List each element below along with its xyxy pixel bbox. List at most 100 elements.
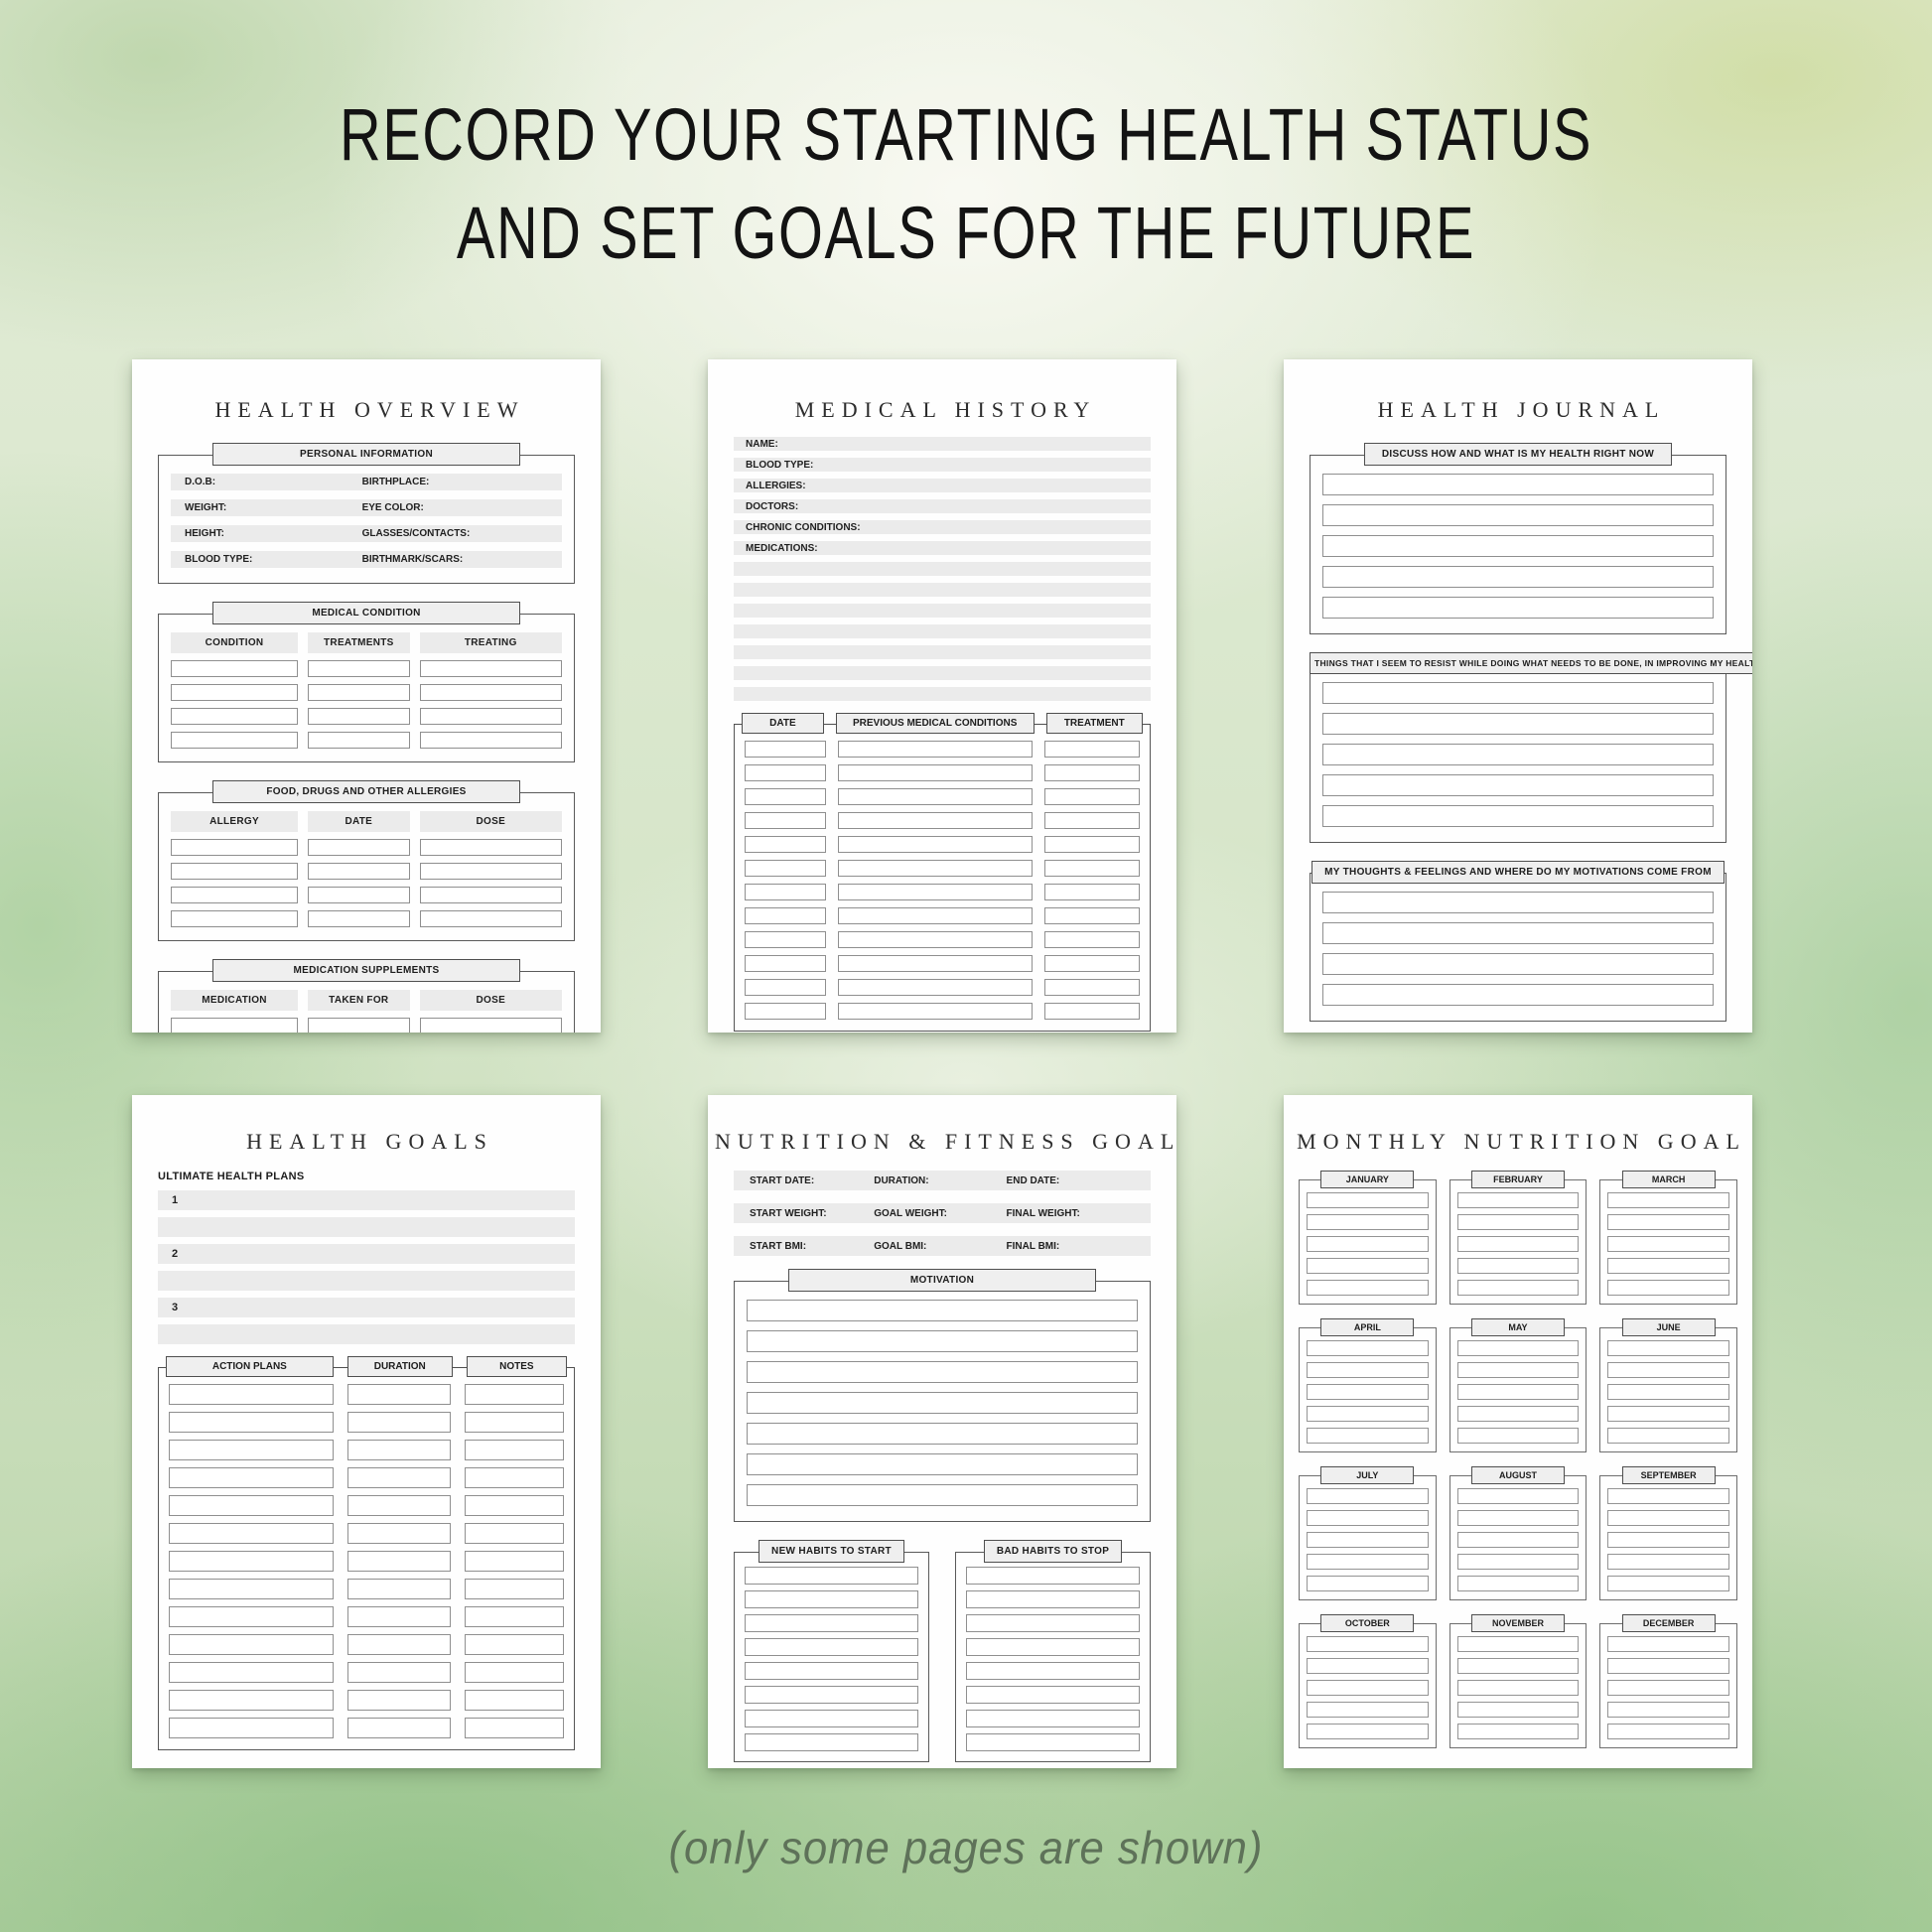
stat-label: FINAL BMI: <box>1006 1240 1060 1252</box>
blank-cell <box>1044 860 1140 877</box>
blank-cell <box>745 884 826 900</box>
table-body <box>734 724 1151 1032</box>
writing-line <box>1456 1384 1580 1400</box>
blank-cell <box>745 907 826 924</box>
blank-cell <box>837 812 1034 829</box>
table-row <box>169 1634 564 1655</box>
month-card: SEPTEMBER <box>1599 1466 1737 1600</box>
writing-line <box>745 1614 918 1632</box>
field-row: CHRONIC CONDITIONS: <box>734 520 1151 534</box>
blank-cell <box>465 1690 564 1711</box>
field-row: BLOOD TYPE: BIRTHMARK/SCARS: <box>171 551 562 568</box>
field-row: HEIGHT: GLASSES/CONTACTS: <box>171 525 562 542</box>
writing-line <box>1322 984 1714 1006</box>
blank-cell <box>171 732 299 749</box>
blank-cell <box>169 1690 335 1711</box>
table-row <box>745 812 1140 829</box>
writing-line <box>1456 1428 1580 1444</box>
month-header: OCTOBER <box>1320 1614 1415 1632</box>
field-label: WEIGHT: <box>185 502 227 513</box>
blank-cell <box>837 788 1034 805</box>
writing-line <box>745 1590 918 1608</box>
blank-cell <box>837 955 1034 972</box>
month-header: FEBRUARY <box>1470 1171 1566 1188</box>
column-header: NOTES <box>466 1356 567 1377</box>
table-row <box>745 788 1140 805</box>
stat-row: START BMI: GOAL BMI: FINAL BMI: <box>734 1236 1151 1256</box>
month-header: MARCH <box>1621 1171 1716 1188</box>
blank-cell <box>465 1495 564 1516</box>
table-row <box>745 764 1140 781</box>
writing-line <box>966 1567 1140 1585</box>
writing-line <box>1607 1362 1729 1378</box>
table-row <box>169 1718 564 1738</box>
blank-cell <box>465 1551 564 1572</box>
blank-cell <box>308 660 410 677</box>
page-title: HEALTH OVERVIEW <box>214 397 525 422</box>
writing-line <box>1607 1340 1729 1356</box>
section-body <box>734 1281 1151 1522</box>
table-row <box>171 684 562 701</box>
blank-cell <box>419 1018 562 1033</box>
table-row <box>171 660 562 677</box>
blank-cell <box>171 1018 299 1033</box>
stat-label: START WEIGHT: <box>750 1207 827 1219</box>
writing-line <box>966 1638 1140 1656</box>
blank-line <box>734 583 1151 597</box>
writing-line <box>1322 774 1714 796</box>
habits-columns: NEW HABITS TO START BAD HABITS TO STOP <box>734 1540 1151 1762</box>
section-motivation: MOTIVATION <box>734 1269 1151 1522</box>
writing-line <box>966 1614 1140 1632</box>
plan-blank-line <box>158 1217 575 1237</box>
page-title: NUTRITION & FITNESS GOALS <box>715 1129 1176 1154</box>
blank-cell <box>837 836 1034 853</box>
section-body <box>1310 663 1726 843</box>
month-header: SEPTEMBER <box>1621 1466 1716 1484</box>
blank-cell <box>169 1467 335 1488</box>
table-row <box>169 1579 564 1599</box>
writing-line <box>966 1590 1140 1608</box>
blank-cell <box>1044 955 1140 972</box>
field-row: D.O.B: BIRTHPLACE: <box>171 474 562 490</box>
writing-line <box>1307 1488 1429 1504</box>
blank-cell <box>347 1579 452 1599</box>
stat-label: GOAL BMI: <box>874 1240 927 1252</box>
writing-line <box>1607 1510 1729 1526</box>
stat-label: START DATE: <box>750 1174 815 1186</box>
writing-line <box>1456 1406 1580 1422</box>
plans-label: ULTIMATE HEALTH PLANS <box>158 1171 305 1182</box>
field-label: BIRTHMARK/SCARS: <box>361 554 464 565</box>
writing-line <box>747 1361 1138 1383</box>
blank-cell <box>419 684 562 701</box>
blank-cell <box>837 741 1034 758</box>
section-header: MEDICATION SUPPLEMENTS <box>211 959 521 982</box>
writing-line <box>1607 1280 1729 1296</box>
field-label: D.O.B: <box>185 477 216 487</box>
month-card: JUNE <box>1599 1318 1737 1452</box>
section-medication-supplements: MEDICATION SUPPLEMENTS MEDICATION TAKEN F… <box>158 959 575 1033</box>
plan-blank-line <box>158 1271 575 1291</box>
writing-line <box>1307 1702 1429 1718</box>
section-body: CONDITION TREATMENTS TREATING <box>158 614 575 762</box>
writing-line <box>1456 1658 1580 1674</box>
blank-cell <box>465 1384 564 1405</box>
writing-line <box>1607 1680 1729 1696</box>
writing-line <box>1607 1214 1729 1230</box>
writing-line <box>1456 1576 1580 1591</box>
table-row <box>169 1495 564 1516</box>
section-body <box>1310 455 1726 634</box>
writing-line <box>1607 1258 1729 1274</box>
month-card: DECEMBER <box>1599 1614 1737 1748</box>
writing-line <box>745 1686 918 1704</box>
writing-line <box>1456 1680 1580 1696</box>
column-header: TREATMENTS <box>308 632 410 653</box>
blank-cell <box>169 1523 335 1544</box>
section-personal-information: PERSONAL INFORMATION D.O.B: BIRTHPLACE: … <box>158 443 575 584</box>
writing-line <box>1307 1258 1429 1274</box>
table-row <box>169 1467 564 1488</box>
table-row <box>169 1690 564 1711</box>
page-health-overview: HEALTH OVERVIEW PERSONAL INFORMATION D.O… <box>132 359 601 1033</box>
field-row: NAME: <box>734 437 1151 451</box>
blank-cell <box>347 1662 452 1683</box>
blank-cell <box>171 839 299 856</box>
